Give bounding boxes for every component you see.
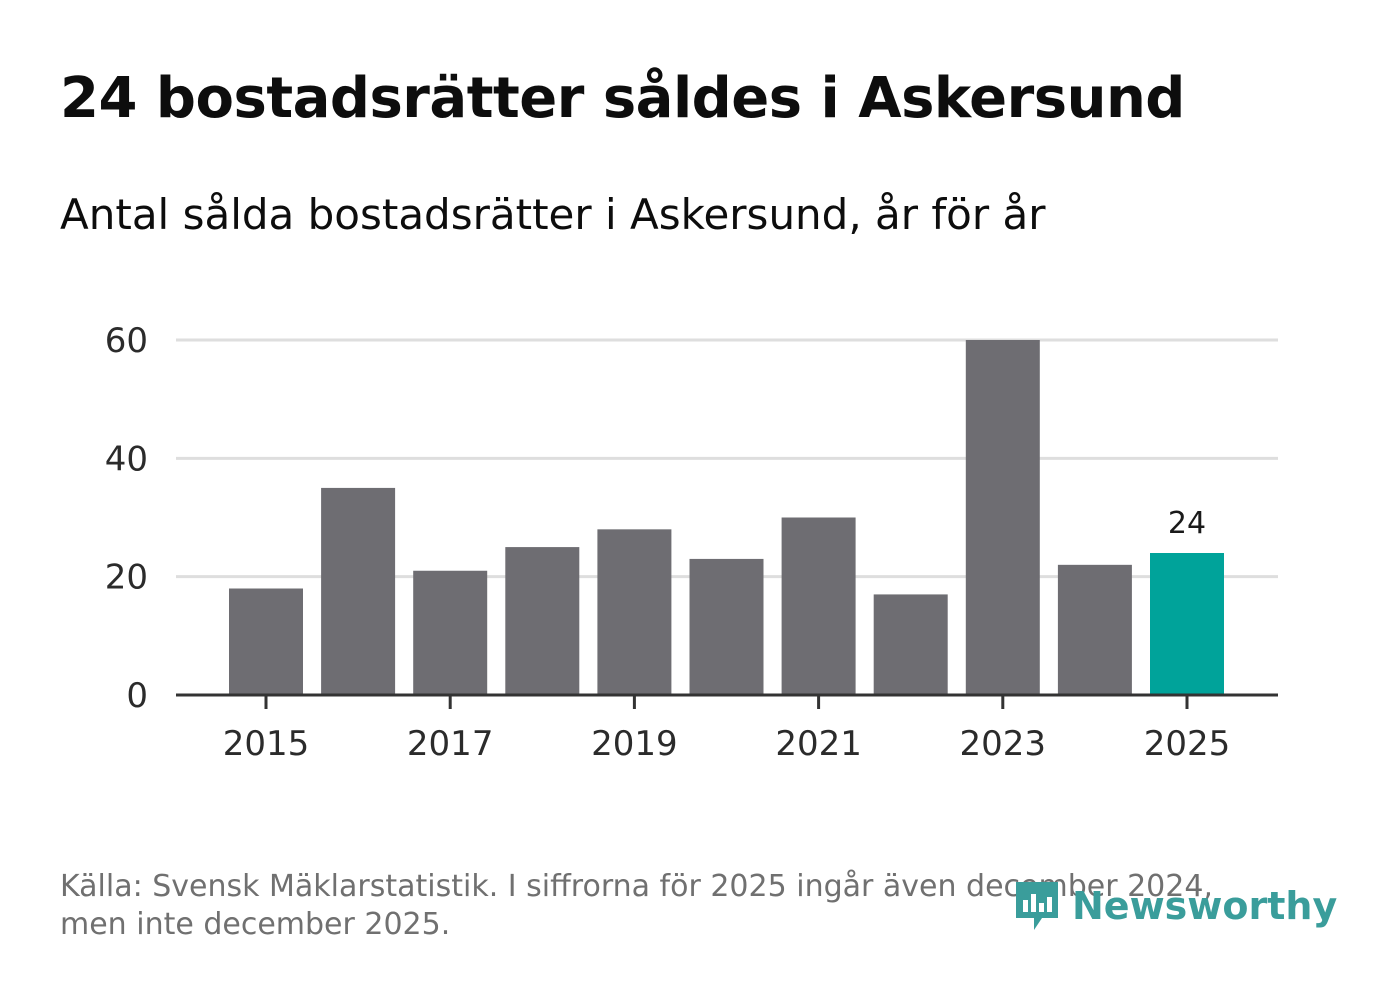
bar-2018 [505, 547, 580, 695]
bar-2017 [413, 570, 488, 695]
y-tick-label-20: 20 [105, 558, 148, 598]
x-tick-label-2023: 2023 [960, 724, 1047, 764]
y-tick-label-0: 0 [126, 676, 148, 716]
bar-2021 [781, 517, 856, 695]
bar-2023 [965, 340, 1040, 695]
newsworthy-logo-text: Newsworthy [1072, 884, 1338, 928]
bar-2019 [597, 529, 672, 695]
newsworthy-logo-icon [1016, 882, 1058, 930]
bar-2020 [689, 558, 764, 695]
y-tick-label-60: 60 [105, 321, 148, 361]
x-tick-label-2019: 2019 [591, 724, 678, 764]
x-tick-label-2017: 2017 [407, 724, 494, 764]
x-tick-label-2025: 2025 [1144, 724, 1231, 764]
bar-2016 [321, 487, 396, 695]
y-tick-label-40: 40 [105, 439, 148, 479]
chart-title: 24 bostadsrätter såldes i Askersund [60, 66, 1185, 131]
bar-2015 [229, 588, 303, 695]
x-tick-label-2015: 2015 [223, 724, 310, 764]
bar-2024 [1057, 564, 1132, 695]
chart-subtitle: Antal sålda bostadsrätter i Askersund, å… [60, 190, 1046, 239]
x-tick-label-2021: 2021 [775, 724, 862, 764]
data-label-2025: 24 [1168, 506, 1206, 541]
bar-2025 [1150, 553, 1224, 695]
source-note-line-2: men inte december 2025. [60, 907, 451, 942]
bar-2022 [873, 594, 948, 695]
newsworthy-logo: Newsworthy [1012, 878, 1337, 934]
